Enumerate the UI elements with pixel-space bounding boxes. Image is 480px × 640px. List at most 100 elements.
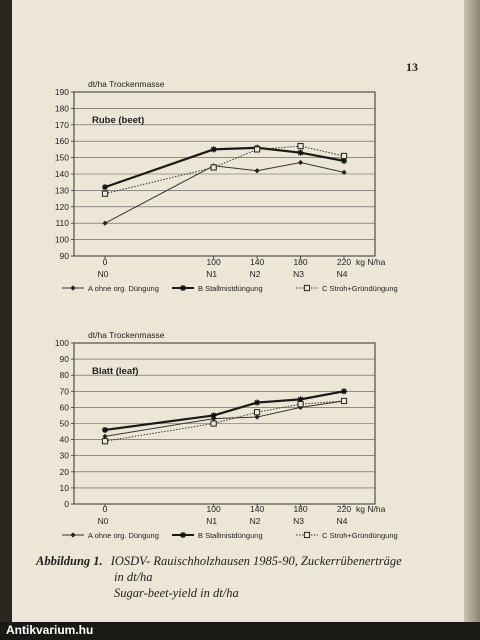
x-tick-label: 0 [103,257,108,267]
data-point [254,399,261,406]
data-point [297,143,304,150]
series-3 [101,143,348,197]
legend-label: B Stallmistdüngung [198,531,263,540]
series-1 [102,159,347,226]
data-point [253,146,261,153]
data-point [297,159,304,166]
data-point [102,426,108,433]
y-tick-label: 90 [60,354,70,364]
y-tick-label: 70 [60,386,70,396]
data-point [341,388,347,395]
data-point [297,404,304,410]
x-level-label: N3 [293,516,304,526]
page-number: 13 [406,60,418,74]
x-level-label: N0 [98,516,109,526]
series-line [104,400,345,437]
series-line [104,162,345,224]
legend-label: C Stroh+Gründüngung [322,531,398,540]
data-point [210,412,217,419]
legend-item-2: B Stallmistdüngung [172,284,263,293]
y-tick-label: 190 [55,87,69,97]
x-level-label: N4 [337,516,348,526]
series-1 [102,398,347,439]
y-tick-label: 100 [55,235,69,245]
chart-title: Rube (beet) [92,115,144,126]
data-point [210,420,217,427]
y-tick-label: 110 [55,218,69,228]
y-tick-label: 130 [55,185,69,195]
x-axis-label: kg N/ha [356,504,386,514]
chart-1: 90 100 110 120 130 140 150 160 170 180 190 dt/ha Tr… [55,79,398,293]
legend-marker [303,531,311,539]
x-tick-label: 100 [207,504,221,514]
figure-caption: Abbildung 1. IOSDV- Rauischholzhausen 198… [36,553,436,601]
x-tick-label: 140 [250,504,264,514]
y-axis-label: dt/ha Trockenmasse [88,79,165,89]
watermark-bar [0,622,480,640]
data-point [341,157,347,164]
y-tick-label: 100 [55,338,69,348]
x-tick-label: 180 [293,257,307,267]
y-tick-label: 150 [55,153,69,163]
legend-marker [303,284,311,292]
data-point [210,146,217,153]
y-tick-label: 90 [60,251,70,261]
y-tick-label: 0 [64,499,69,509]
y-tick-label: 180 [55,103,69,113]
y-tick-label: 120 [55,202,69,212]
y-tick-label: 60 [60,402,70,412]
x-level-label: N1 [206,269,217,279]
book-page [12,0,464,622]
chart-2: 0 10 20 30 40 50 60 70 80 90 100 dt/ha Trockenmasse… [55,330,398,540]
data-point [101,438,109,445]
data-point [254,168,260,174]
legend-item-1: A ohne org. Düngung [62,284,159,293]
legend-item-3: C Stroh+Gründüngung [296,531,398,540]
x-tick-label: 0 [103,504,108,514]
y-tick-label: 30 [60,451,70,461]
x-tick-label: 220 [337,504,351,514]
x-tick-label: 100 [207,257,221,267]
x-level-label: N2 [250,516,261,526]
caption-line-2: in dt/ha [114,570,153,584]
series-line [104,390,345,432]
page-edge [464,0,480,622]
series-2 [102,388,347,433]
x-axis-label: kg N/ha [356,257,386,267]
legend-item-3: C Stroh+Gründüngung [296,284,398,293]
y-tick-label: 10 [60,483,70,493]
legend-item-1: A ohne org. Düngung [62,531,159,540]
legend-label: A ohne org. Düngung [88,531,159,540]
x-level-label: N4 [337,269,348,279]
data-point [210,164,217,171]
x-tick-label: 140 [250,257,264,267]
legend-label: B Stallmistdüngung [198,284,263,293]
watermark: Antikvarium.hu [6,623,94,637]
y-tick-label: 40 [60,435,70,445]
y-tick-label: 140 [55,169,69,179]
data-point [340,152,348,160]
data-point [254,414,260,420]
x-level-label: N3 [293,269,304,279]
data-point [102,220,108,226]
data-point [297,396,304,403]
legend-marker [70,532,76,538]
legend-marker [180,285,186,291]
series-line [104,400,345,442]
legend-marker [180,532,186,538]
x-level-label: N0 [98,269,109,279]
chart-title: Blatt (leaf) [92,366,138,377]
data-point [297,401,304,408]
y-tick-label: 160 [55,136,69,146]
y-tick-label: 50 [60,419,70,429]
x-tick-label: 180 [293,504,307,514]
y-tick-label: 20 [60,467,70,477]
caption-label: Abbildung 1. [36,554,103,568]
x-level-label: N1 [206,516,217,526]
caption-line-3: Sugar-beet-yield in dt/ha [114,586,239,600]
caption-line-1: IOSDV- Rauischholzhausen 1985-90, Zucker… [110,554,402,568]
y-tick-label: 80 [60,370,70,380]
data-point [340,397,348,405]
legend-marker [70,285,76,291]
